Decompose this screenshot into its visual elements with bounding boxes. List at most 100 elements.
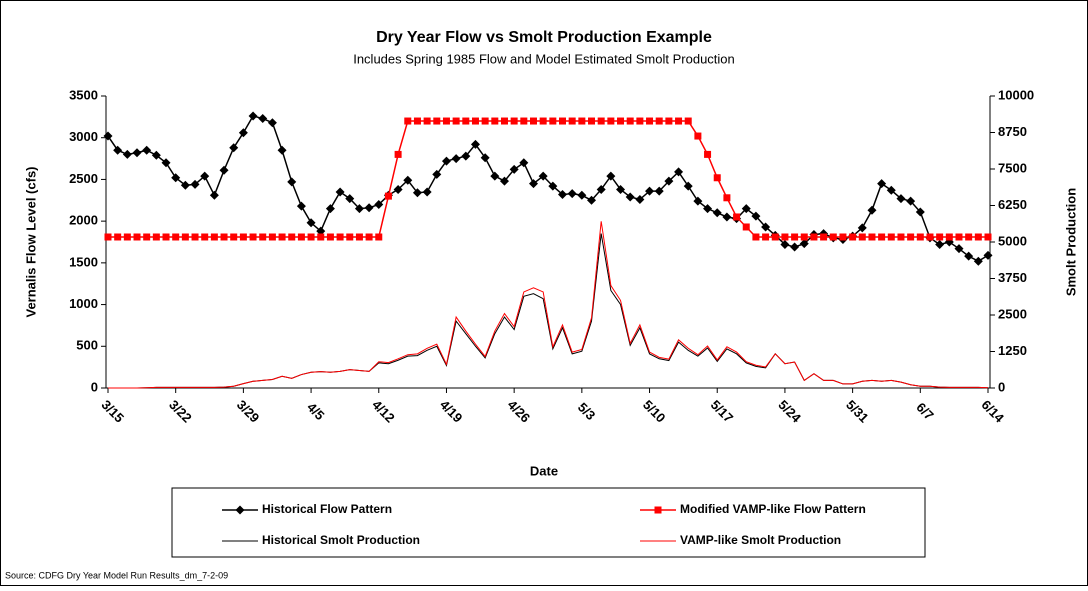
y2-tick-label: 6250 bbox=[998, 197, 1027, 212]
square-marker bbox=[597, 117, 605, 125]
square-marker bbox=[307, 233, 315, 241]
square-marker bbox=[694, 132, 702, 140]
diamond-marker bbox=[171, 173, 181, 183]
square-marker bbox=[829, 233, 837, 241]
square-marker bbox=[510, 117, 518, 125]
square-marker bbox=[529, 117, 537, 125]
square-marker bbox=[152, 233, 160, 241]
square-marker bbox=[220, 233, 228, 241]
diamond-marker bbox=[886, 185, 896, 195]
diamond-marker bbox=[664, 176, 674, 186]
square-marker bbox=[297, 233, 305, 241]
square-marker bbox=[820, 233, 828, 241]
square-marker bbox=[114, 233, 122, 241]
diamond-marker bbox=[325, 204, 335, 214]
square-marker bbox=[723, 194, 731, 202]
square-marker bbox=[713, 174, 721, 182]
diamond-marker bbox=[229, 143, 239, 153]
square-marker bbox=[868, 233, 876, 241]
square-marker bbox=[423, 117, 431, 125]
square-marker bbox=[733, 213, 741, 221]
square-marker bbox=[839, 233, 847, 241]
square-marker bbox=[684, 117, 692, 125]
square-marker bbox=[491, 117, 499, 125]
diamond-marker bbox=[451, 154, 461, 164]
chart-title: Dry Year Flow vs Smolt Production Exampl… bbox=[376, 29, 712, 46]
y2-tick-label: 7500 bbox=[998, 160, 1027, 175]
square-marker bbox=[742, 223, 750, 231]
y-tick-label: 1000 bbox=[69, 296, 98, 311]
x-axis-label: Date bbox=[530, 463, 558, 478]
diamond-marker bbox=[200, 171, 210, 181]
diamond-marker bbox=[587, 195, 597, 205]
square-marker bbox=[549, 117, 557, 125]
square-marker bbox=[771, 233, 779, 241]
square-marker bbox=[201, 233, 209, 241]
diamond-marker bbox=[683, 181, 693, 191]
square-marker bbox=[355, 233, 363, 241]
y-axis-label: Vernalis Flow Level (cfs) bbox=[23, 167, 38, 318]
square-marker bbox=[326, 233, 334, 241]
square-marker bbox=[665, 117, 673, 125]
diamond-marker bbox=[316, 226, 326, 236]
diamond-marker bbox=[703, 204, 713, 214]
square-marker bbox=[936, 233, 944, 241]
square-marker bbox=[945, 233, 953, 241]
square-marker bbox=[655, 117, 663, 125]
square-marker bbox=[239, 233, 247, 241]
square-marker bbox=[704, 150, 712, 158]
chart-subtitle: Includes Spring 1985 Flow and Model Esti… bbox=[353, 51, 735, 66]
square-marker bbox=[607, 117, 615, 125]
square-marker bbox=[375, 233, 383, 241]
legend-label: VAMP-like Smolt Production bbox=[680, 533, 841, 547]
y-tick-label: 3000 bbox=[69, 129, 98, 144]
square-marker bbox=[907, 233, 915, 241]
square-marker bbox=[433, 117, 441, 125]
square-marker bbox=[636, 117, 644, 125]
diamond-marker bbox=[403, 175, 413, 185]
diamond-marker bbox=[606, 171, 616, 181]
diamond-marker bbox=[722, 212, 732, 222]
legend-label: Modified VAMP-like Flow Pattern bbox=[680, 502, 866, 516]
diamond-marker bbox=[190, 179, 200, 189]
diamond-marker bbox=[935, 240, 945, 250]
square-marker bbox=[578, 117, 586, 125]
square-marker bbox=[781, 233, 789, 241]
diamond-marker bbox=[538, 171, 548, 181]
square-marker bbox=[887, 233, 895, 241]
square-marker bbox=[481, 117, 489, 125]
square-marker bbox=[259, 233, 267, 241]
square-marker bbox=[520, 117, 528, 125]
square-marker bbox=[539, 117, 547, 125]
y2-tick-label: 8750 bbox=[998, 124, 1027, 139]
square-marker bbox=[346, 233, 354, 241]
legend-label: Historical Smolt Production bbox=[262, 533, 420, 547]
square-marker bbox=[791, 233, 799, 241]
square-marker bbox=[365, 233, 373, 241]
diamond-marker bbox=[954, 244, 964, 254]
square-marker bbox=[974, 233, 982, 241]
square-marker bbox=[404, 117, 412, 125]
diamond-marker bbox=[790, 242, 800, 252]
square-marker bbox=[181, 233, 189, 241]
diamond-marker bbox=[915, 207, 925, 217]
square-marker bbox=[617, 117, 625, 125]
diamond-marker bbox=[528, 179, 538, 189]
square-marker bbox=[462, 117, 470, 125]
diamond-marker bbox=[470, 139, 480, 149]
y-tick-label: 2000 bbox=[69, 213, 98, 228]
diamond-marker bbox=[616, 184, 626, 194]
square-marker bbox=[654, 506, 662, 514]
y-tick-label: 1500 bbox=[69, 254, 98, 269]
diamond-marker bbox=[267, 118, 277, 128]
diamond-marker bbox=[161, 158, 171, 168]
diamond-marker bbox=[432, 169, 442, 179]
square-marker bbox=[413, 117, 421, 125]
diamond-marker bbox=[635, 194, 645, 204]
legend-box bbox=[171, 487, 926, 558]
diamond-marker bbox=[780, 240, 790, 250]
diamond-marker bbox=[287, 177, 297, 187]
diamond-marker bbox=[625, 192, 635, 202]
diamond-marker bbox=[799, 239, 809, 249]
y2-axis-label: Smolt Production bbox=[1063, 188, 1078, 296]
